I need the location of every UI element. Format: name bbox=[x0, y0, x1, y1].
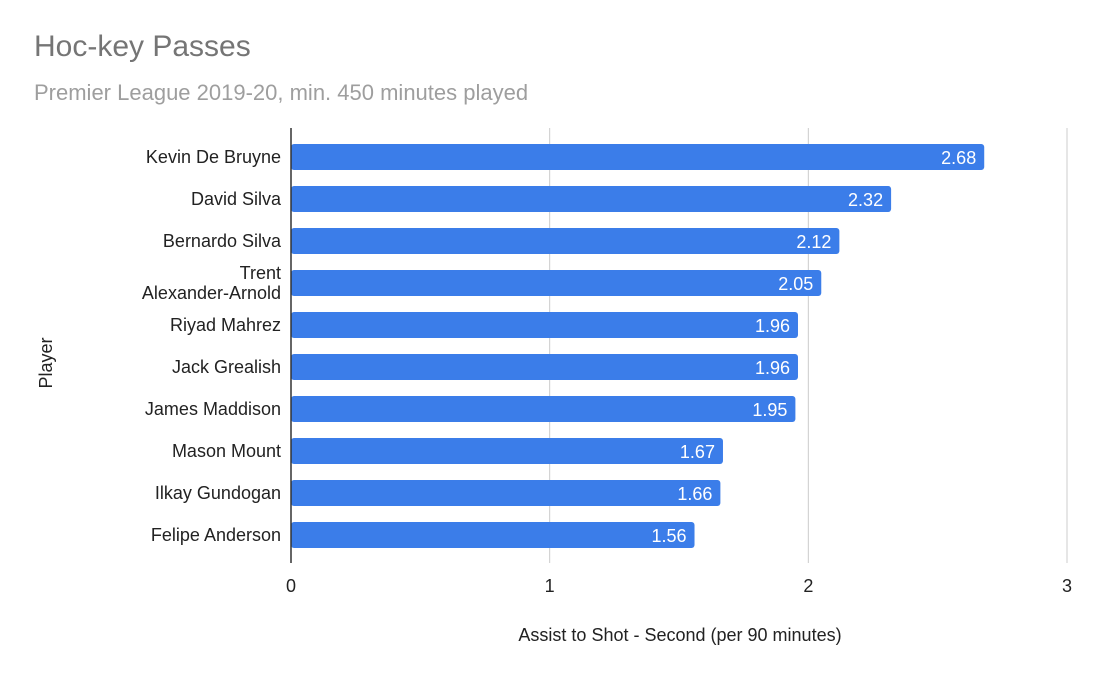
category-label: Alexander-Arnold bbox=[142, 283, 281, 303]
bar bbox=[291, 270, 822, 296]
bar bbox=[291, 144, 985, 170]
category-label: Bernardo Silva bbox=[163, 231, 282, 251]
data-label: 2.68 bbox=[941, 148, 976, 168]
data-label: 2.05 bbox=[778, 274, 813, 294]
bar bbox=[291, 228, 840, 254]
category-label: Felipe Anderson bbox=[151, 525, 281, 545]
data-label: 2.32 bbox=[848, 190, 883, 210]
category-label: Jack Grealish bbox=[172, 357, 281, 377]
data-label: 1.67 bbox=[680, 442, 715, 462]
bar bbox=[291, 312, 798, 338]
bar bbox=[291, 354, 798, 380]
x-tick-label: 3 bbox=[1062, 576, 1072, 596]
category-label: David Silva bbox=[191, 189, 282, 209]
bar bbox=[291, 396, 796, 422]
bar bbox=[291, 522, 695, 548]
x-tick-label: 1 bbox=[545, 576, 555, 596]
category-label: Trent bbox=[240, 263, 281, 283]
category-label: Mason Mount bbox=[172, 441, 281, 461]
category-label: Kevin De Bruyne bbox=[146, 147, 281, 167]
y-axis-title: Player bbox=[36, 337, 56, 388]
bar bbox=[291, 186, 892, 212]
x-tick-label: 2 bbox=[803, 576, 813, 596]
x-axis-title: Assist to Shot - Second (per 90 minutes) bbox=[518, 625, 841, 645]
data-label: 1.56 bbox=[651, 526, 686, 546]
chart-subtitle: Premier League 2019-20, min. 450 minutes… bbox=[34, 80, 529, 105]
chart-title: Hoc-key Passes bbox=[34, 30, 251, 63]
bar bbox=[291, 438, 723, 464]
data-label: 1.95 bbox=[752, 400, 787, 420]
bar bbox=[291, 480, 721, 506]
data-label: 2.12 bbox=[796, 232, 831, 252]
category-label: Ilkay Gundogan bbox=[155, 483, 281, 503]
category-label: Riyad Mahrez bbox=[170, 315, 281, 335]
data-label: 1.96 bbox=[755, 316, 790, 336]
data-label: 1.96 bbox=[755, 358, 790, 378]
data-label: 1.66 bbox=[677, 484, 712, 504]
x-tick-label: 0 bbox=[286, 576, 296, 596]
category-label: James Maddison bbox=[145, 399, 281, 419]
